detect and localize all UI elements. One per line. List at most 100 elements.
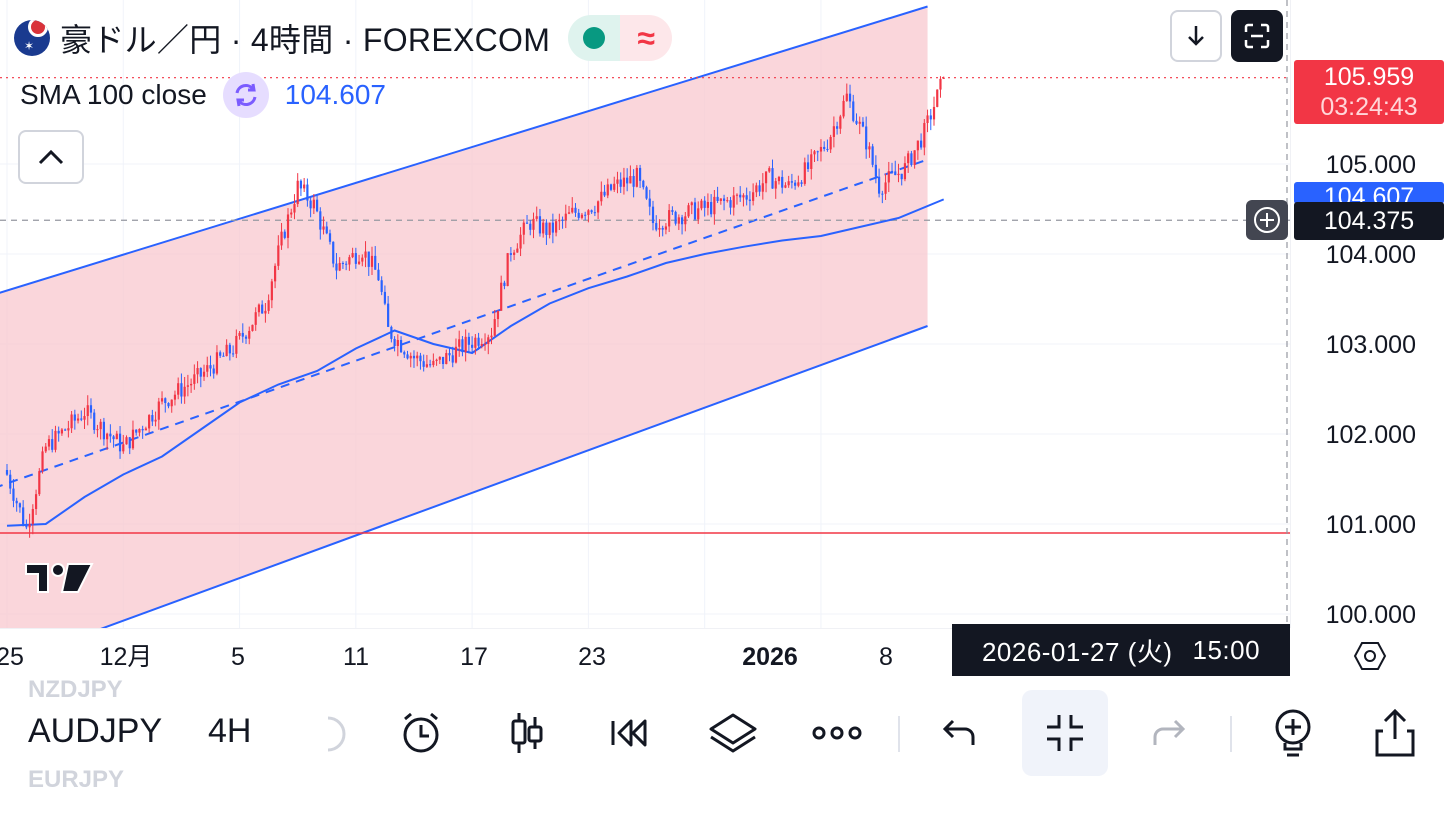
candle-body	[383, 291, 387, 304]
refresh-icon[interactable]	[222, 72, 269, 118]
chart-settings-button[interactable]	[1350, 636, 1390, 676]
candle-body	[923, 123, 926, 148]
candle-body	[89, 405, 93, 413]
candle-body	[422, 361, 425, 367]
candle-body	[890, 171, 894, 173]
candle-body	[903, 163, 907, 180]
candle-body	[584, 214, 587, 216]
candle-body	[622, 177, 626, 187]
chart-type-button[interactable]	[484, 690, 570, 776]
candle-body	[261, 304, 264, 314]
candle-body	[774, 181, 777, 189]
candle-body	[328, 233, 332, 242]
more-button[interactable]	[794, 690, 880, 776]
candle-body	[752, 192, 755, 201]
collapse-view-button[interactable]	[1022, 690, 1108, 776]
candle-body	[125, 437, 128, 445]
chart-pane[interactable]: ✶ 豪ドル／円 · 4時間 · FOREXCOM ≈ SMA 100 close…	[0, 0, 1290, 628]
candle-body	[832, 126, 835, 137]
candle-body	[251, 324, 254, 331]
candle-body	[51, 439, 54, 450]
share-button[interactable]	[1352, 690, 1438, 776]
candle-body	[600, 191, 603, 202]
time-axis[interactable]: 25 12月 5 11 17 23 2026 8	[0, 628, 1290, 686]
candle-body	[102, 421, 105, 440]
candle-body	[180, 383, 183, 397]
candle-body	[47, 439, 51, 447]
chevron-up-icon	[38, 149, 64, 165]
candle-body	[690, 202, 693, 206]
candle-body	[196, 368, 199, 375]
candle-body	[538, 216, 542, 234]
candle-body	[587, 210, 590, 215]
candle-body	[73, 414, 76, 421]
replay-button[interactable]	[586, 690, 672, 776]
candle-body	[429, 364, 432, 366]
fullscreen-button[interactable]	[1231, 10, 1283, 62]
candle-body	[513, 252, 516, 255]
collapse-legend-button[interactable]	[18, 130, 84, 184]
sma-price-tag-label: 104.607	[1323, 183, 1415, 204]
scroll-wheel-edge-icon	[327, 716, 346, 752]
candle-body	[626, 177, 629, 184]
candle-body	[648, 198, 651, 207]
undo-button[interactable]	[916, 690, 1002, 776]
time-tick-label: 25	[0, 643, 24, 671]
candle-body	[483, 343, 487, 345]
market-status-pill[interactable]: ≈	[568, 15, 673, 61]
indicator-label[interactable]: SMA 100 close	[20, 79, 207, 110]
interval-picker[interactable]: 4H	[208, 712, 252, 750]
layers-icon	[709, 713, 757, 753]
candle-body	[926, 115, 929, 124]
candle-body	[574, 207, 577, 213]
candle-body	[503, 282, 506, 287]
price-axis[interactable]: 105.000 104.000 103.000 102.000 101.000 100.0…	[1290, 0, 1448, 628]
candle-body	[370, 255, 374, 267]
indicator-legend[interactable]: SMA 100 close 104.607	[20, 72, 386, 118]
redo-icon	[1153, 719, 1186, 745]
candle-body	[719, 198, 722, 201]
candle-body	[784, 185, 787, 188]
candle-body	[519, 234, 522, 249]
candle-body	[493, 319, 496, 336]
crosshair-date: 2026-01-27 (火)	[981, 636, 1173, 667]
redo-button[interactable]	[1126, 690, 1212, 776]
candle-body	[144, 428, 147, 431]
candle-body	[700, 200, 703, 209]
candle-body	[561, 219, 564, 221]
symbol-title[interactable]: 豪ドル／円 · 4時間 · FOREXCOM	[60, 22, 551, 58]
alert-button[interactable]	[378, 690, 464, 776]
symbol-picker[interactable]: AUDJPY	[28, 712, 163, 750]
bottom-toolbar: NZDJPY AUDJPY EURJPY 4H	[0, 676, 1448, 815]
add-alert-plus-button[interactable]	[1246, 200, 1288, 240]
candle-body	[658, 227, 661, 230]
candle-body	[254, 312, 257, 325]
candle-body	[781, 176, 784, 188]
candle-body	[186, 385, 189, 387]
candle-body	[416, 355, 419, 359]
layers-button[interactable]	[690, 690, 776, 776]
candle-body	[458, 339, 461, 347]
candle-body	[742, 195, 745, 198]
candle-body	[441, 356, 445, 365]
candle-body	[93, 412, 96, 430]
candle-body	[106, 433, 109, 440]
scroll-to-latest-button[interactable]	[1170, 10, 1222, 62]
candle-body	[138, 428, 141, 433]
price-chart[interactable]	[0, 0, 1290, 628]
candle-body	[451, 355, 454, 363]
candle-body	[367, 251, 370, 267]
price-tick-label: 103.000	[1326, 331, 1416, 359]
candle-body	[516, 248, 519, 253]
candle-body	[632, 175, 635, 187]
candle-body	[345, 263, 348, 265]
symbol-legend[interactable]: ✶ 豪ドル／円 · 4時間 · FOREXCOM ≈	[14, 12, 673, 64]
candle-body	[697, 208, 700, 220]
candle-body	[22, 507, 25, 525]
candle-body	[593, 212, 596, 214]
candle-body	[894, 171, 897, 176]
candle-body	[897, 173, 900, 176]
publish-idea-button[interactable]	[1250, 690, 1336, 776]
candle-body	[797, 182, 800, 186]
arrow-down-icon	[1188, 26, 1204, 46]
